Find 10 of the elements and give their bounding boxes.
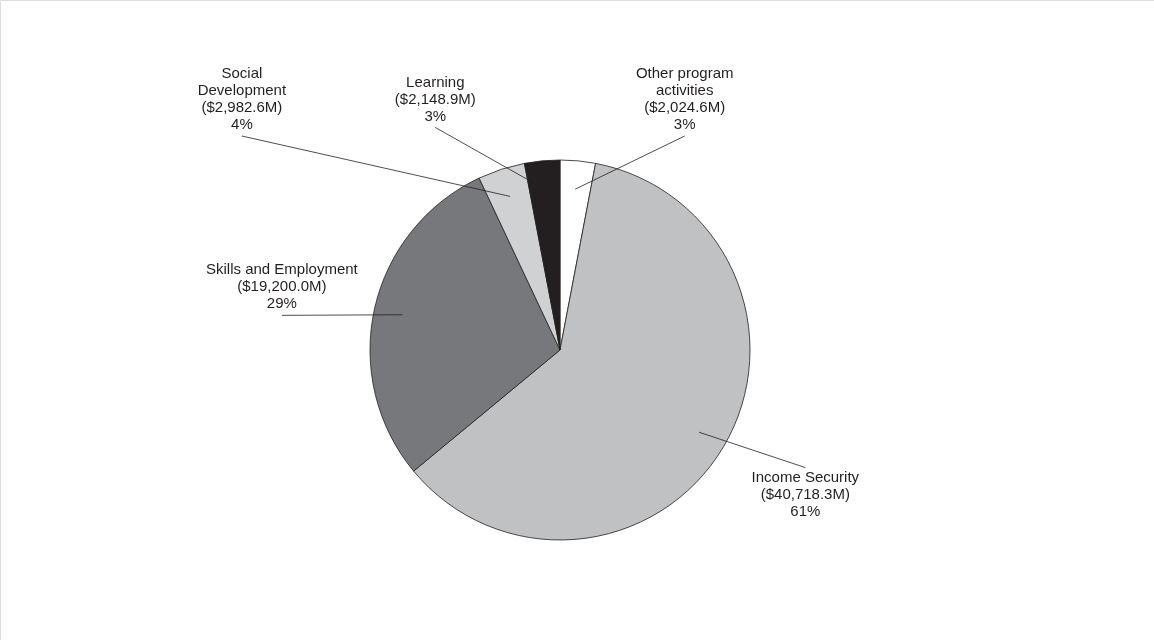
data-label: 3% [673,115,696,132]
data-label: 29% [266,294,297,312]
data-label: 3% [424,106,447,124]
slice-label: Other program activities ($2,024.6M) [635,64,734,115]
slice-label: Learning ($2,148.9M) [394,72,476,107]
slice-label: Skills and Employment ($19,200.0M) [206,260,359,295]
slice-label: Income Security ($40,718.3M) [751,467,860,502]
data-label: 4% [231,115,253,132]
slice-label: Social Development ($2,982.6M) [197,64,287,115]
data-label: 61% [790,501,821,519]
